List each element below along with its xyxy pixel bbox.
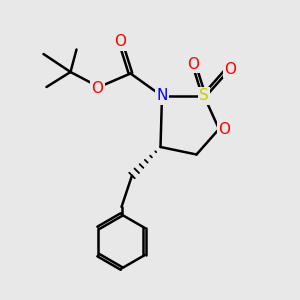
- Text: O: O: [218, 122, 230, 136]
- Text: O: O: [188, 57, 200, 72]
- Text: N: N: [156, 88, 168, 104]
- Text: S: S: [199, 88, 209, 104]
- Text: O: O: [224, 61, 236, 76]
- Text: O: O: [114, 34, 126, 50]
- Text: O: O: [92, 81, 104, 96]
